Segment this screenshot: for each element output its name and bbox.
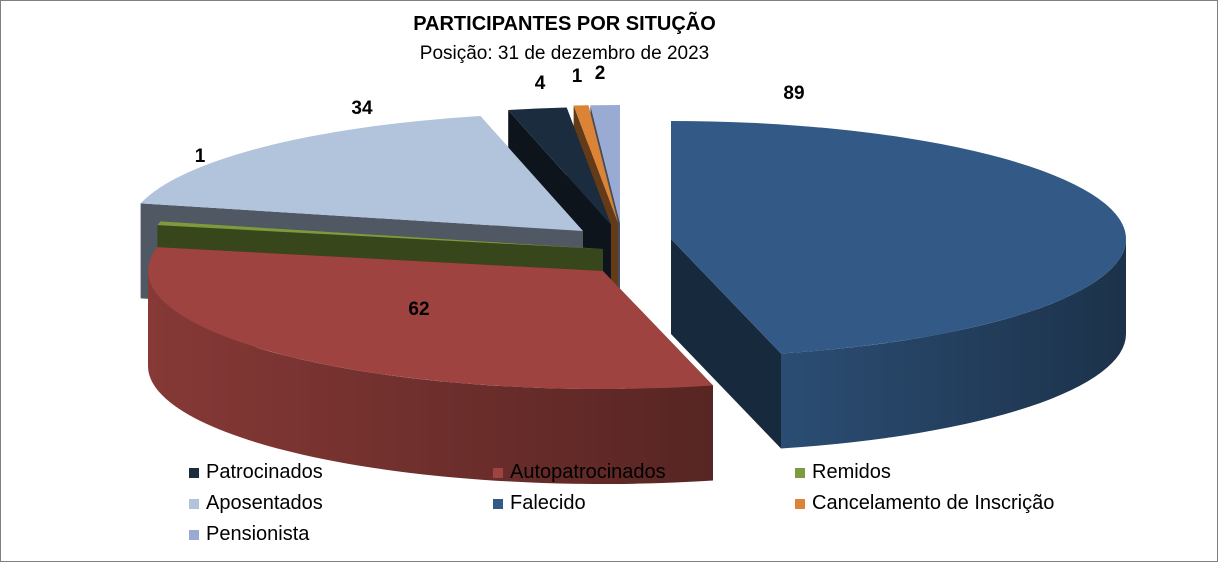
data-label-autopatrocinados: 62	[408, 299, 429, 320]
slice-top-face	[148, 247, 713, 390]
legend-swatch	[795, 467, 805, 478]
slice-top-face	[590, 105, 620, 223]
slice-top-face	[671, 121, 1127, 354]
legend-swatch	[189, 529, 199, 540]
legend-label: Aposentados	[206, 492, 323, 514]
data-label-patrocinados: 4	[535, 73, 546, 94]
chart-subtitle: Posição: 31 de dezembro de 2023	[419, 43, 710, 64]
legend-item-autopatrocinados: Autopatrocinados	[493, 461, 666, 484]
legend-label: Falecido	[510, 492, 586, 514]
legend-item-cancelamento-de-inscri-o: Cancelamento de Inscrição	[795, 492, 1054, 515]
legend-label: Autopatrocinados	[510, 461, 666, 483]
legend-swatch	[493, 498, 503, 509]
pie-slice-autopatrocinados	[148, 247, 713, 484]
legend-item-pensionista: Pensionista	[189, 523, 309, 546]
legend-swatch	[795, 498, 805, 509]
slice-side-wall	[671, 239, 781, 449]
slice-top-face	[140, 116, 584, 231]
chart-title: PARTICIPANTES POR SITUÇÃO	[413, 13, 716, 35]
data-label-cancelamento-de-inscri-o: 1	[572, 66, 583, 87]
slice-top-face	[573, 105, 618, 223]
legend-label: Patrocinados	[206, 461, 323, 483]
legend-label: Remidos	[812, 461, 891, 483]
pie-slice-falecido	[671, 121, 1127, 449]
legend-swatch	[493, 467, 503, 478]
legend-swatch	[189, 467, 199, 478]
data-label-aposentados: 34	[351, 98, 373, 119]
data-label-pensionista: 2	[595, 63, 606, 84]
legend-item-falecido: Falecido	[493, 492, 586, 515]
slice-outer-wall	[780, 239, 1126, 449]
data-label-falecido: 89	[783, 83, 804, 104]
legend-label: Pensionista	[206, 523, 310, 545]
data-label-remidos: 1	[195, 146, 206, 167]
legend-label: Cancelamento de Inscrição	[812, 492, 1055, 514]
slice-outer-wall	[148, 271, 713, 484]
legend-item-patrocinados: Patrocinados	[189, 461, 323, 484]
legend-item-aposentados: Aposentados	[189, 492, 323, 515]
slice-top-face	[508, 107, 611, 225]
legend-item-remidos: Remidos	[795, 461, 891, 484]
legend-swatch	[189, 498, 199, 509]
slice-top-face	[157, 221, 603, 249]
